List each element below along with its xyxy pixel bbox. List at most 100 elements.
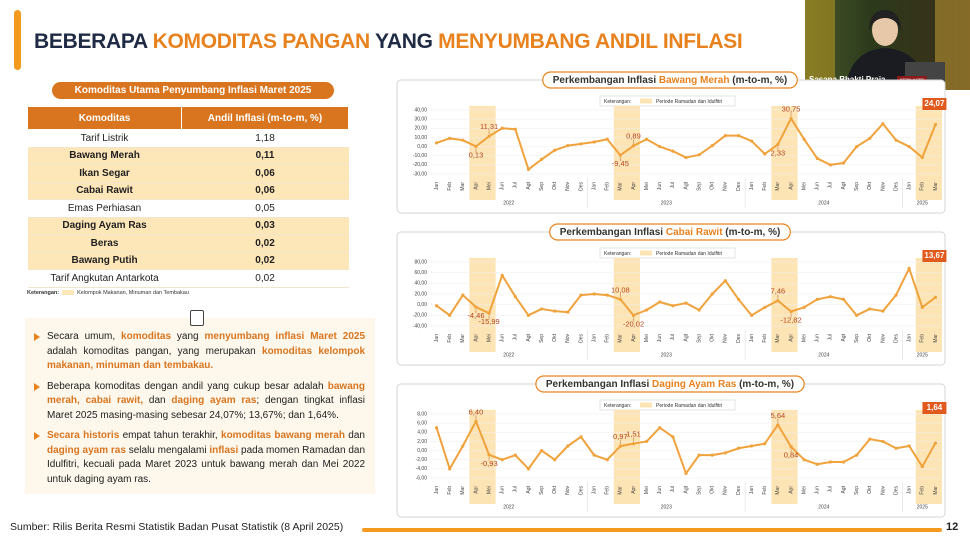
data-point <box>736 134 741 138</box>
x-tick-label: Mei <box>801 182 807 190</box>
value-label: 24,07 <box>924 99 945 108</box>
x-tick-label: Nov <box>880 334 886 343</box>
x-tick-label: Feb <box>762 486 768 495</box>
x-tick-label: Des <box>578 182 584 191</box>
x-tick-label: Nov <box>723 486 729 495</box>
y-tick-label: 30,00 <box>414 116 427 122</box>
x-tick-label: Mei <box>644 334 650 342</box>
contribution: 0,06 <box>181 182 349 200</box>
y-tick-label: 20,00 <box>414 291 427 297</box>
x-tick-label: Mar <box>933 182 939 191</box>
data-point <box>474 144 478 149</box>
data-point <box>566 310 570 314</box>
data-point <box>487 453 491 457</box>
data-point <box>474 419 478 423</box>
bullet-text: empat tahun terakhir, <box>119 430 222 441</box>
x-tick-label: Feb <box>920 334 926 343</box>
data-point <box>815 462 819 466</box>
x-tick-label: Jul <box>513 486 519 492</box>
year-label: 2024 <box>818 200 829 206</box>
x-tick-label: Feb <box>605 486 611 495</box>
legend-title: Keterangan: <box>604 99 631 105</box>
year-label: 2022 <box>503 200 514 206</box>
legend-swatch <box>640 402 652 408</box>
data-point <box>605 458 609 462</box>
data-point <box>434 304 439 308</box>
x-tick-label: Okt <box>867 181 873 189</box>
table: Komoditas Andil Inflasi (m-to-m, %) Tari… <box>26 106 349 288</box>
note-icon <box>190 310 204 326</box>
data-point <box>868 136 872 140</box>
data-point <box>671 149 675 153</box>
x-tick-label: Feb <box>762 334 768 343</box>
table-header: Andil Inflasi (m-to-m, %) <box>181 106 349 130</box>
bullet-text: selalu mengalami <box>125 444 210 456</box>
value-label: -4,46 <box>467 311 484 320</box>
x-tick-label: Des <box>893 182 899 191</box>
data-point <box>539 157 544 161</box>
x-tick-label: Nov <box>723 182 729 191</box>
x-tick-label: Jul <box>828 486 834 492</box>
data-point <box>631 313 636 317</box>
table-title: Komoditas Utama Penyumbang Inflasi Maret… <box>52 82 334 99</box>
data-point <box>802 305 806 309</box>
data-point <box>658 426 662 430</box>
contribution: 0,02 <box>181 234 349 253</box>
x-tick-label: Mar <box>618 486 624 495</box>
x-tick-label: Agt <box>683 485 689 493</box>
value-label-box <box>922 98 947 110</box>
x-tick-label: Des <box>736 486 742 495</box>
bullet-text: yang <box>171 331 205 342</box>
x-tick-label: Jun <box>815 486 821 494</box>
data-point <box>500 458 504 462</box>
x-tick-label: Sep <box>539 334 545 343</box>
value-label: -20,02 <box>623 319 644 328</box>
data-point <box>461 293 465 297</box>
x-tick-label: Jul <box>513 182 519 188</box>
data-point <box>763 442 767 446</box>
data-point <box>763 305 767 309</box>
chart-title-part: Perkembangan Inflasi <box>560 227 666 238</box>
table-note: Keterangan: Kelompok Makanan, Minuman dan… <box>27 290 189 296</box>
x-tick-label: Sep <box>854 334 860 343</box>
legend-box <box>599 95 736 107</box>
x-tick-label: Apr <box>473 182 479 190</box>
x-tick-label: Apr <box>473 486 479 494</box>
data-point <box>631 144 636 148</box>
x-tick-label: Mei <box>644 486 650 494</box>
chart-title: Perkembangan Inflasi Cabai Rawit (m-to-m… <box>560 227 781 238</box>
y-tick-label: 80,00 <box>414 259 427 265</box>
data-point <box>802 137 806 141</box>
x-tick-label: Agt <box>841 333 847 341</box>
x-tick-label: Nov <box>565 334 571 343</box>
x-tick-label: Mei <box>644 182 650 190</box>
x-tick-label: Agt <box>683 333 689 341</box>
data-point <box>658 144 662 149</box>
data-point <box>933 441 938 445</box>
data-point <box>592 292 596 296</box>
data-point <box>789 445 793 449</box>
data-point <box>553 458 557 462</box>
year-label: 2022 <box>503 352 514 358</box>
data-point <box>828 295 833 299</box>
bullet-text: adalah komoditas pangan, yang merupakan <box>47 345 263 357</box>
x-tick-label: Mar <box>618 334 624 343</box>
data-point <box>920 464 924 469</box>
legend-swatch <box>640 250 652 256</box>
x-tick-label: Jun <box>657 334 663 342</box>
data-point <box>815 156 819 161</box>
data-point <box>645 308 649 312</box>
year-label: 2025 <box>917 504 928 510</box>
data-point <box>710 292 714 296</box>
x-tick-label: Des <box>736 334 742 343</box>
x-tick-label: Apr <box>788 334 794 342</box>
y-tick-label: 20,00 <box>414 126 427 132</box>
x-tick-label: Feb <box>762 182 768 191</box>
x-tick-label: Apr <box>788 182 794 190</box>
data-point <box>802 458 806 462</box>
x-tick-label: Agt <box>526 333 532 341</box>
bullet: Secara umum, komoditas yang menyumbang i… <box>34 330 365 374</box>
contribution: 0,02 <box>181 269 349 288</box>
x-tick-label: Mei <box>486 486 492 494</box>
